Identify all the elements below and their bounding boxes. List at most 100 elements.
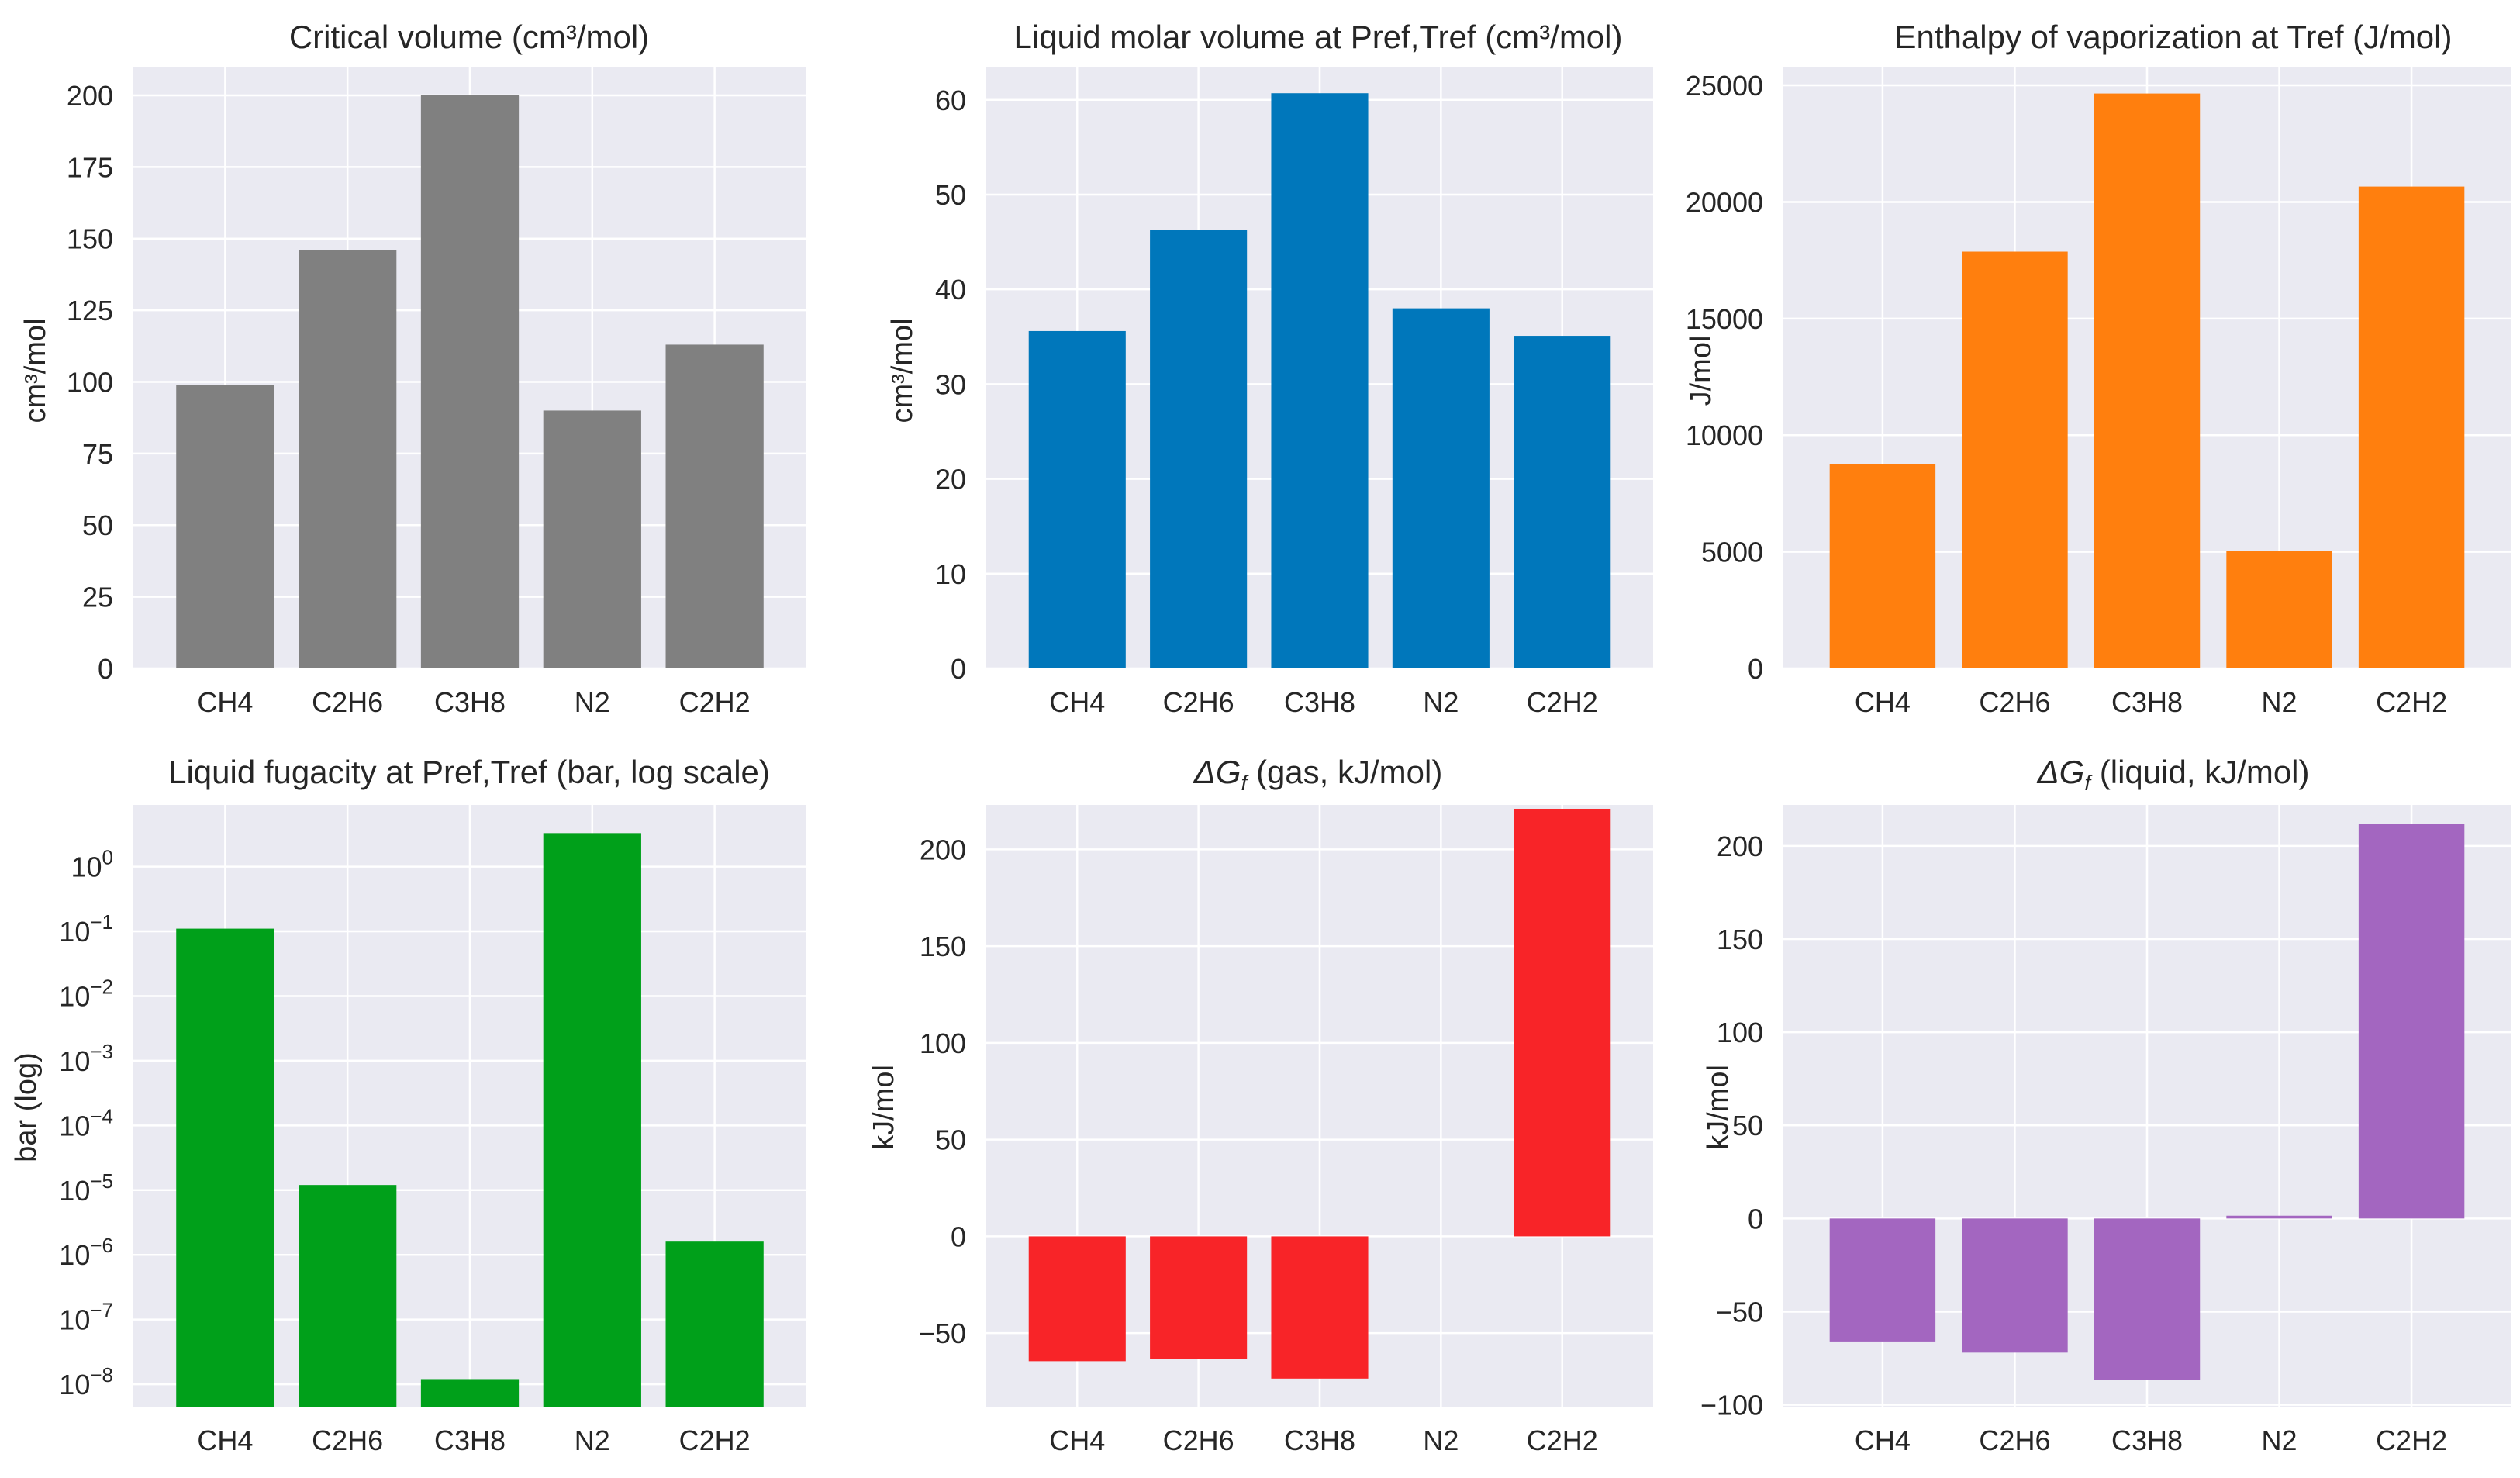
y-tick-label: 150 (920, 931, 966, 962)
x-tick-label: C3H8 (2111, 686, 2183, 718)
chart-critical-volume: Critical volume (cm³/mol) cm³/mol 0 25 50 7… (19, 19, 806, 718)
x-tick-label: N2 (575, 686, 610, 718)
y-tick-label: −50 (919, 1317, 966, 1349)
title-symbol: ΔG (1193, 754, 1241, 790)
y-tick-label: 10−3 (59, 1040, 113, 1077)
bar-ch4 (1829, 1218, 1936, 1342)
chart-title: Critical volume (cm³/mol) (289, 19, 649, 55)
x-tick-label: CH4 (1855, 1424, 1911, 1456)
bar-c3h8 (420, 95, 520, 668)
bar-c2h2 (1514, 336, 1611, 668)
y-tick-label: 10 (935, 558, 966, 590)
y-axis-label: cm³/mol (886, 318, 919, 423)
y-tick-label: 100 (67, 366, 113, 398)
chart-liquid-molar-volume: Liquid molar volume at Pref,Tref (cm³/mo… (886, 19, 1653, 718)
x-tick-label: C3H8 (1284, 1424, 1355, 1456)
y-tick-label: 15000 (1686, 303, 1763, 335)
x-tick-label: C2H2 (2376, 1424, 2447, 1456)
bar-c2h2 (1514, 808, 1611, 1237)
y-tick-label: 150 (1717, 924, 1763, 955)
x-tick-label: C2H6 (1163, 1424, 1234, 1456)
chart-title: Enthalpy of vaporization at Tref (J/mol) (1895, 19, 2453, 55)
y-tick-label: 100 (920, 1027, 966, 1059)
y-tick-label: 50 (1732, 1110, 1763, 1141)
y-tick-label: 0 (951, 653, 966, 685)
y-tick-label: 0 (951, 1221, 966, 1252)
x-tick-label: N2 (2262, 1424, 2297, 1456)
y-tick-label: 10−1 (59, 910, 113, 948)
chart-title: ΔGf (gas, kJ/mol) (1193, 754, 1443, 795)
bar-c2h2 (665, 344, 764, 668)
y-tick-label: 10−7 (59, 1299, 113, 1336)
bar-ch4 (176, 928, 274, 1407)
chart-title: Liquid fugacity at Pref,Tref (bar, log s… (168, 754, 770, 790)
title-subscript: f (1241, 771, 1250, 795)
x-tick-label: C2H6 (1979, 1424, 2050, 1456)
x-tick-label: N2 (575, 1424, 610, 1456)
bar-c2h6 (299, 250, 397, 668)
bar-c2h6 (1150, 230, 1248, 668)
x-tick-label: CH4 (1855, 686, 1911, 718)
chart-gibbs-formation-liquid: ΔGf (liquid, kJ/mol) kJ/mol −100 −50 0 50 10… (1700, 754, 2511, 1456)
y-tick-label: 50 (82, 509, 113, 541)
x-tick-label: C2H6 (1979, 686, 2050, 718)
chart-title: ΔGf (liquid, kJ/mol) (2036, 754, 2309, 795)
x-tick-label: C2H6 (312, 686, 383, 718)
bar-n2 (2226, 551, 2332, 668)
x-tick-label: CH4 (197, 1424, 253, 1456)
y-tick-label: 0 (98, 653, 113, 685)
chart-gibbs-formation-gas: ΔGf (gas, kJ/mol) kJ/mol −50 0 50 100 150 200… (868, 754, 1653, 1456)
x-tick-label: N2 (1423, 686, 1458, 718)
bar-c2h2 (665, 1241, 764, 1407)
y-tick-label: 25 (82, 582, 113, 613)
y-tick-label: −50 (1716, 1296, 1763, 1328)
bar-ch4 (176, 385, 274, 668)
y-tick-label: 10−6 (59, 1234, 113, 1271)
y-tick-label: 50 (935, 1124, 966, 1156)
bar-n2 (2226, 1215, 2332, 1219)
y-tick-label: 10−2 (59, 975, 113, 1012)
title-rest: (gas, kJ/mol) (1247, 754, 1442, 790)
bar-c3h8 (420, 1379, 520, 1407)
x-tick-label: CH4 (1049, 1424, 1105, 1456)
bar-c3h8 (1271, 93, 1369, 668)
bar-c2h2 (2358, 186, 2465, 668)
y-tick-label: 100 (71, 846, 113, 883)
y-axis-label: bar (log) (10, 1052, 43, 1162)
x-tick-label: CH4 (197, 686, 253, 718)
y-axis-label: kJ/mol (1702, 1065, 1735, 1150)
x-tick-label: C3H8 (434, 1424, 506, 1456)
bar-c2h2 (2358, 824, 2465, 1219)
bar-c2h6 (1962, 1218, 2068, 1353)
x-tick-label: C3H8 (1284, 686, 1355, 718)
title-subscript: f (2084, 771, 2093, 795)
y-axis-label: J/mol (1685, 336, 1717, 406)
x-tick-label: C3H8 (434, 686, 506, 718)
x-tick-label: CH4 (1049, 686, 1105, 718)
y-tick-label: 30 (935, 368, 966, 400)
bar-n2 (543, 410, 641, 668)
x-tick-label: C2H2 (2376, 686, 2447, 718)
y-tick-label: 200 (920, 834, 966, 865)
x-tick-label: C2H2 (679, 686, 751, 718)
chart-liquid-fugacity: Liquid fugacity at Pref,Tref (bar, log s… (10, 754, 806, 1456)
bar-c3h8 (2094, 93, 2201, 668)
y-tick-label: 175 (67, 151, 113, 183)
y-tick-label: 100 (1717, 1017, 1763, 1048)
y-tick-label: 40 (935, 274, 966, 306)
bar-c3h8 (2094, 1218, 2201, 1380)
x-tick-label: N2 (2262, 686, 2297, 718)
bar-ch4 (1829, 464, 1936, 668)
x-tick-label: C2H2 (679, 1424, 751, 1456)
bar-ch4 (1028, 1236, 1126, 1362)
bar-c3h8 (1271, 1236, 1369, 1379)
y-axis-label: cm³/mol (19, 318, 52, 423)
bar-n2 (1392, 308, 1490, 668)
x-tick-label: C2H6 (312, 1424, 383, 1456)
y-tick-label: 60 (935, 85, 966, 116)
y-tick-label: 20000 (1686, 186, 1763, 218)
x-tick-label: C2H2 (1527, 686, 1598, 718)
y-tick-label: 10000 (1686, 420, 1763, 451)
y-tick-label: 200 (67, 80, 113, 112)
